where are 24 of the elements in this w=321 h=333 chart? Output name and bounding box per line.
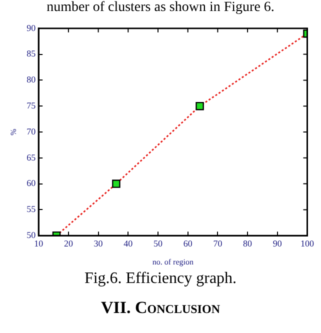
text: number of clusters as shown in Figure 6.	[46, 0, 276, 16]
x-tick-label: 20	[64, 238, 74, 248]
y-tick-label: 65	[26, 152, 36, 162]
x-tick-label: 100	[300, 238, 314, 248]
x-tick-label: 90	[272, 238, 282, 248]
caption: Fig.6. Efficiency graph.	[83, 270, 238, 288]
x-tick-label: 50	[154, 238, 163, 248]
x-tick-label: 40	[124, 238, 134, 248]
y-axis-title: %	[8, 128, 18, 136]
y-tick-label: 55	[26, 204, 36, 214]
y-tick-label: 70	[26, 126, 36, 136]
x-tick-label: 60	[183, 238, 193, 248]
x-tick-label: 70	[213, 238, 223, 248]
x-tick-label: 30	[94, 238, 104, 248]
y-tick-label: 75	[26, 100, 36, 110]
x-tick-label: 80	[243, 238, 253, 248]
y-tick-label: 50	[26, 230, 36, 240]
text: VII. Conclusion	[100, 298, 221, 318]
y-tick-label: 60	[26, 178, 36, 188]
y-tick-label: 80	[26, 74, 36, 85]
y-tick-label: 90	[26, 22, 36, 33]
x-axis-title: no. of region	[152, 257, 194, 266]
x-tick-label: 10	[34, 238, 44, 248]
y-tick-label: 85	[26, 48, 36, 59]
